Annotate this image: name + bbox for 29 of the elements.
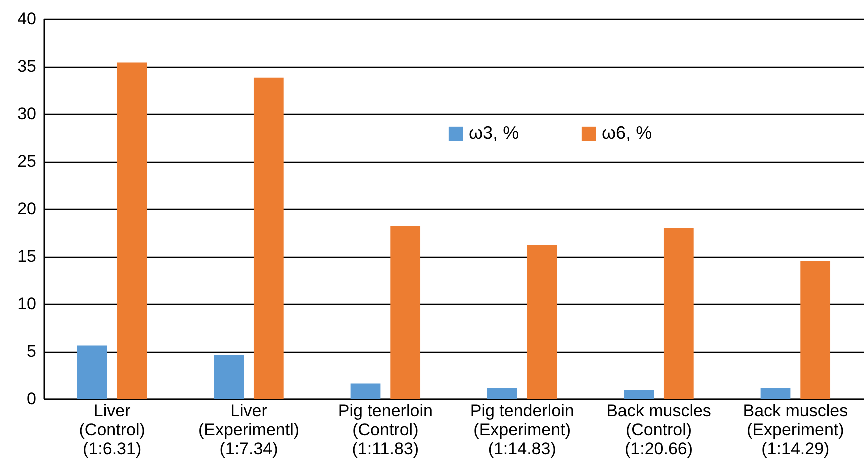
y-tick-label: 30 <box>18 104 36 124</box>
x-tick-label: Liver (Control) (1:6.31) <box>79 402 146 458</box>
y-tick-label: 35 <box>18 57 36 76</box>
y-tick-label: 10 <box>18 294 36 314</box>
bar <box>664 228 694 399</box>
bar <box>760 388 791 399</box>
bar <box>117 62 148 399</box>
bar <box>390 226 421 399</box>
bar <box>527 245 558 399</box>
legend-label: ω6, % <box>602 123 652 143</box>
x-tick-label: Pig tenderloin (Experiment) (1:14.83) <box>470 402 574 458</box>
bar <box>624 390 654 399</box>
legend-label: ω3, % <box>469 123 520 143</box>
y-tick-label: 25 <box>18 152 36 171</box>
y-tick-label: 5 <box>27 342 36 361</box>
bar <box>350 384 381 399</box>
bar <box>800 261 831 399</box>
x-tick-label: Liver (Experimentl) (1:7.34) <box>198 402 300 458</box>
y-tick-label: 0 <box>27 390 36 408</box>
x-tick-label: Back muscles (Experiment) (1:14.29) <box>743 402 848 458</box>
bar <box>214 355 244 399</box>
bar <box>77 346 108 399</box>
bar <box>254 78 284 399</box>
x-tick-label: Pig tenerloin (Control) (1:11.83) <box>338 402 433 458</box>
y-tick-label: 20 <box>18 200 36 218</box>
y-tick-label: 15 <box>18 247 36 266</box>
bar <box>487 388 518 399</box>
x-tick-label: Back muscles (Control) (1:20.66) <box>606 402 712 458</box>
y-tick-label: 40 <box>18 10 36 28</box>
